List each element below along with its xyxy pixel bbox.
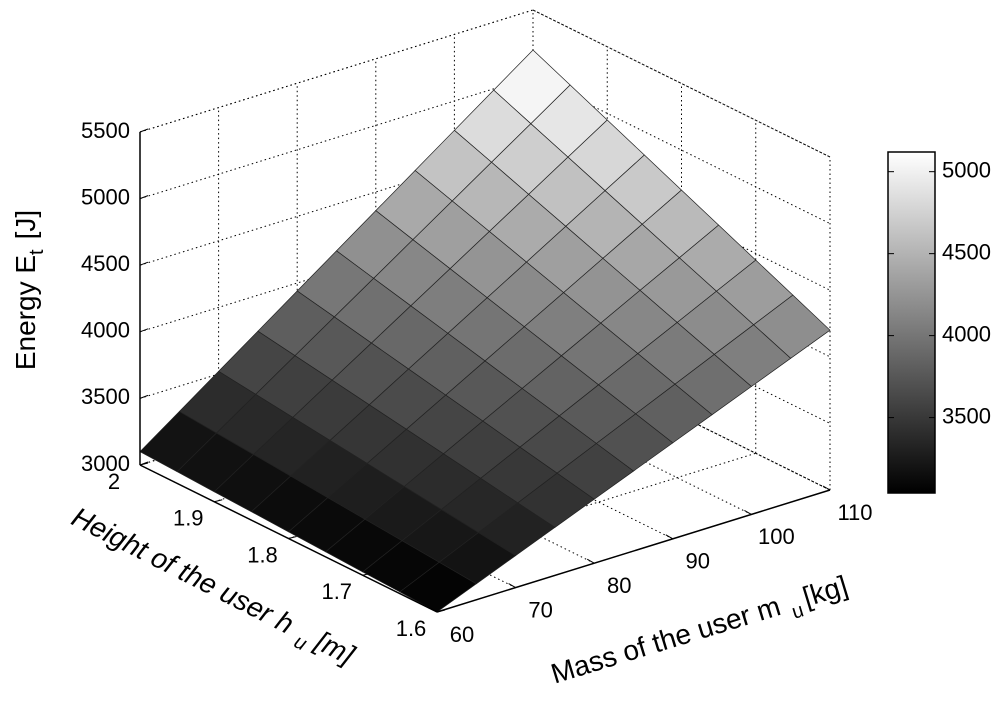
grid-line xyxy=(532,9,831,158)
colorbar xyxy=(887,151,936,494)
x-tick xyxy=(586,558,595,564)
grid-line xyxy=(139,9,534,133)
x-tick xyxy=(429,607,438,613)
z-tick-label: 5000 xyxy=(81,184,130,209)
z-tick-label: 5500 xyxy=(81,118,130,143)
y-tick xyxy=(288,536,297,539)
grid-line xyxy=(454,366,752,515)
x-tick-label: 70 xyxy=(528,597,552,622)
x-tick xyxy=(665,534,674,540)
y-tick-label: 1.6 xyxy=(396,616,427,641)
grid-line xyxy=(375,391,674,540)
colorbar-tick-label: 4500 xyxy=(942,239,991,264)
x-tick xyxy=(822,485,831,491)
x-tick-label: 90 xyxy=(686,549,710,574)
z-tick xyxy=(139,261,149,266)
y-tick xyxy=(436,609,446,613)
z-tick xyxy=(139,195,149,200)
z-tick xyxy=(139,128,149,133)
grid-line xyxy=(296,415,595,564)
z-tick-label: 4500 xyxy=(81,251,130,276)
y-tick-label: 1.8 xyxy=(247,542,278,567)
z-tick xyxy=(139,461,149,466)
x-tick-label: 110 xyxy=(837,500,872,525)
y-tick-label: 2 xyxy=(108,469,120,494)
y-tick xyxy=(214,499,223,503)
z-tick xyxy=(139,394,149,399)
z-tick-label: 3000 xyxy=(81,451,130,476)
colorbar-tick-label: 3500 xyxy=(942,403,991,428)
z-tick-label: 3500 xyxy=(81,384,130,409)
x-tick-label: 60 xyxy=(450,622,474,647)
grid-line xyxy=(139,76,534,200)
x-tick xyxy=(508,583,516,589)
z-tick-label: 4000 xyxy=(81,318,130,343)
y-tick xyxy=(362,572,371,576)
box-edge xyxy=(532,9,831,158)
z-tick xyxy=(139,328,149,333)
grid-line xyxy=(532,342,831,491)
x-axis xyxy=(436,489,831,613)
x-tick-label: 80 xyxy=(607,573,631,598)
colorbar-tick-label: 5000 xyxy=(942,157,991,182)
surface-patch xyxy=(399,561,477,613)
y-tick-label: 1.7 xyxy=(321,579,352,604)
z-axis-label: Energy Et[J] xyxy=(10,210,48,370)
x-tick xyxy=(744,509,752,515)
x-tick-label: 100 xyxy=(758,524,795,549)
y-tick-label: 1.9 xyxy=(173,506,204,531)
colorbar-tick-label: 4000 xyxy=(942,321,991,346)
x-axis-label: Mass of the user m u[kg] xyxy=(547,570,853,696)
